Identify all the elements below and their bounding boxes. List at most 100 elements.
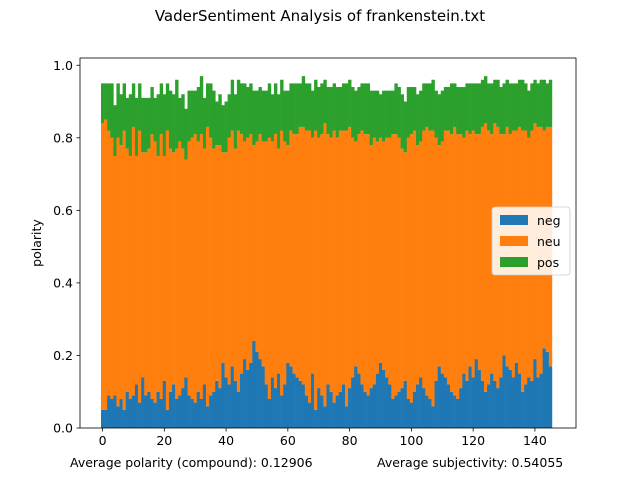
bar-neu — [131, 126, 136, 396]
bar-neg — [323, 406, 327, 428]
bar-neg — [542, 348, 547, 428]
bar-neu — [385, 137, 389, 378]
bar-neg — [301, 384, 306, 428]
bar-neu — [307, 130, 312, 403]
bar-neu — [134, 155, 139, 385]
bar-neg — [144, 395, 148, 428]
bar-pos — [202, 97, 207, 149]
bar-neu — [289, 130, 293, 367]
bar-neu — [209, 137, 213, 396]
bar-neg — [233, 380, 238, 428]
bar-neu — [144, 152, 148, 396]
bar-pos — [165, 83, 170, 131]
bar-pos — [462, 87, 466, 138]
bar-neg — [505, 366, 509, 428]
bar-pos — [138, 83, 142, 131]
bar-pos — [434, 90, 438, 138]
bar-neu — [138, 130, 142, 403]
bar-neu — [323, 123, 327, 407]
bar-pos — [221, 105, 225, 153]
bar-neg — [419, 377, 423, 428]
y-tick-label: 0.6 — [53, 203, 73, 218]
bar-neg — [227, 384, 232, 428]
bar-neg — [283, 384, 287, 428]
bar-pos — [230, 79, 235, 131]
legend-swatch-pos — [500, 257, 528, 267]
bar-pos — [508, 83, 513, 135]
bar-neg — [400, 388, 404, 428]
bar-pos — [199, 76, 204, 135]
bar-neu — [487, 130, 491, 385]
bar-neg — [394, 395, 398, 428]
bar-neg — [165, 409, 170, 428]
bar-neg — [425, 395, 429, 428]
x-tick-label: 60 — [280, 433, 296, 448]
bar-neg — [545, 351, 550, 428]
bar-neu — [409, 134, 414, 403]
bar-neu — [480, 126, 485, 381]
bar-neg — [363, 391, 367, 428]
bar-neg — [453, 395, 457, 428]
bar-neu — [369, 145, 374, 389]
bar-neg — [304, 395, 309, 428]
bar-pos — [110, 83, 114, 138]
bar-neg — [524, 384, 528, 428]
bar-neu — [270, 141, 275, 378]
bar-pos — [172, 94, 176, 153]
legend-label-neg: neg — [537, 213, 561, 228]
bar-neg — [236, 391, 241, 428]
bar-neu — [449, 134, 454, 392]
bar-neu — [255, 141, 259, 352]
bar-neg — [465, 380, 469, 428]
bar-neg — [443, 377, 448, 428]
bar-neg — [252, 340, 256, 428]
bar-pos — [505, 79, 509, 127]
bar-neu — [354, 141, 358, 367]
bar-pos — [536, 83, 540, 127]
bar-neg — [113, 395, 117, 428]
bar-neg — [521, 391, 525, 428]
bar-neg — [215, 380, 219, 428]
bar-pos — [301, 76, 306, 127]
bar-neu — [156, 155, 160, 392]
bar-neg — [270, 377, 275, 428]
bar-neg — [434, 380, 438, 428]
bar-pos — [490, 83, 494, 135]
bar-pos — [397, 87, 401, 138]
bar-neu — [394, 134, 398, 396]
y-tick-label: 0.2 — [53, 348, 73, 363]
bar-neg — [147, 391, 151, 428]
bar-neg — [156, 391, 160, 428]
bar-neu — [419, 141, 423, 378]
bar-pos — [181, 94, 185, 149]
bar-pos — [419, 90, 423, 142]
bar-pos — [215, 101, 219, 146]
bar-neu — [230, 130, 235, 367]
bar-neg — [514, 362, 519, 428]
bar-pos — [416, 94, 420, 146]
bar-neg — [412, 391, 417, 428]
bar-neg — [360, 384, 364, 428]
bar-pos — [539, 79, 543, 127]
bar-neg — [527, 377, 531, 428]
bar-pos — [480, 79, 485, 127]
bar-pos — [446, 87, 451, 131]
bar-neu — [233, 148, 238, 381]
bar-neg — [196, 391, 201, 428]
bar-pos — [502, 83, 506, 135]
bar-pos — [125, 97, 130, 149]
bar-neu — [400, 148, 404, 389]
bar-neg — [119, 398, 123, 428]
bar-neu — [212, 148, 216, 392]
bar-neu — [397, 137, 401, 392]
bar-neg — [107, 395, 111, 428]
bar-neg — [385, 377, 389, 428]
bar-neu — [462, 137, 466, 374]
bar-neg — [239, 373, 244, 428]
bar-neg — [431, 406, 435, 428]
bar-neu — [243, 141, 247, 360]
bar-neg — [375, 373, 380, 428]
bar-neg — [406, 398, 411, 428]
bar-pos — [409, 87, 414, 135]
bar-neu — [388, 137, 392, 385]
